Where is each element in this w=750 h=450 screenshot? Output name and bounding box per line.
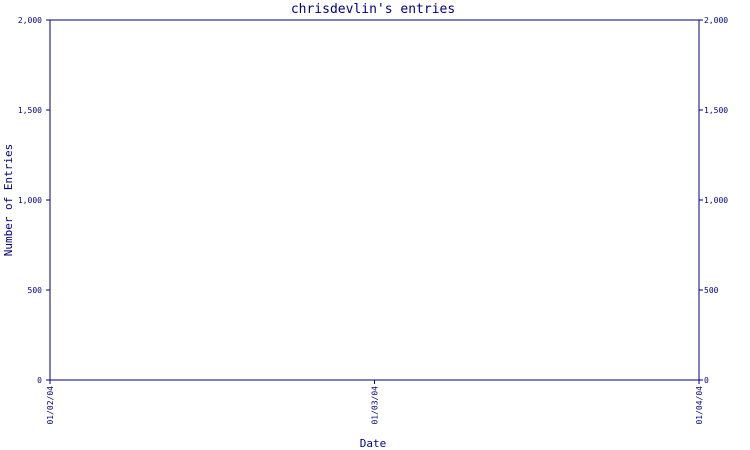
x-tick-label: 01/04/04 (695, 386, 704, 425)
y-axis-left: 0 500 1,000 1,500 2,000 (18, 16, 50, 385)
y-tick-label-right: 0 (704, 376, 709, 385)
chart-title: chrisdevlin's entries (291, 2, 455, 17)
y-tick-label-right: 1,500 (704, 106, 728, 115)
x-tick-label: 01/03/04 (371, 386, 380, 425)
y-tick-label-left: 2,000 (18, 16, 42, 25)
x-axis: 01/02/04 01/03/04 01/04/04 (46, 380, 704, 425)
y-tick-label-left: 1,500 (18, 106, 42, 115)
y-tick-label-left: 0 (37, 376, 42, 385)
y-tick-label-right: 1,000 (704, 196, 728, 205)
y-tick-label-left: 1,000 (18, 196, 42, 205)
y-tick-label-left: 500 (28, 286, 43, 295)
plot-area-frame (49, 19, 700, 381)
x-tick-label: 01/02/04 (46, 386, 55, 425)
x-axis-label: Date (360, 437, 387, 450)
y-axis-label: Number of Entries (2, 144, 15, 257)
y-tick-label-right: 2,000 (704, 16, 728, 25)
y-axis-right: 0 500 1,000 1,500 2,000 (699, 16, 728, 385)
y-tick-label-right: 500 (704, 286, 719, 295)
